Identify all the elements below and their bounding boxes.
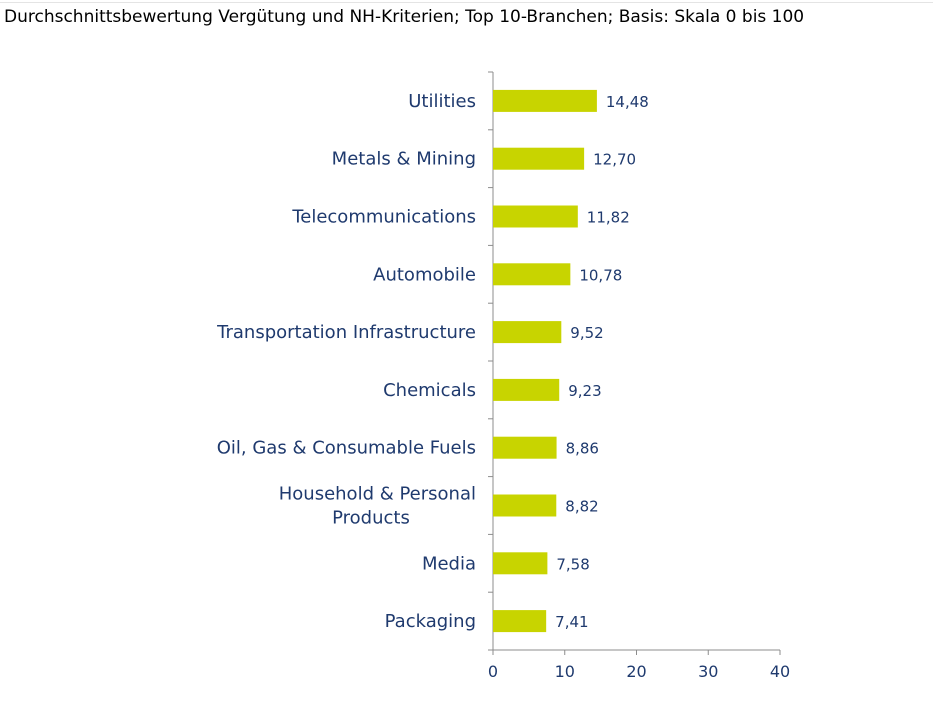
bar (493, 205, 578, 228)
category-label: Products (332, 508, 410, 529)
category-label: Metals & Mining (332, 149, 476, 170)
bar (493, 89, 597, 112)
data-label: 10,78 (579, 266, 622, 284)
bar (493, 436, 557, 459)
data-label: 7,41 (555, 613, 588, 631)
category-label: Transportation Infrastructure (216, 322, 476, 343)
data-label: 7,58 (556, 555, 589, 573)
x-tick-label: 0 (488, 662, 498, 681)
bar (493, 494, 557, 517)
bar (493, 147, 585, 170)
category-label: Household & Personal (279, 484, 476, 505)
x-tick-label: 20 (626, 662, 646, 681)
data-label: 14,48 (606, 93, 649, 111)
data-label: 9,52 (570, 324, 603, 342)
data-label: 8,82 (565, 498, 598, 516)
data-label: 8,86 (566, 440, 599, 458)
top-divider (0, 2, 933, 3)
category-label: Automobile (373, 264, 476, 285)
category-label: Oil, Gas & Consumable Fuels (217, 438, 476, 459)
category-label: Media (422, 553, 476, 574)
category-label: Telecommunications (291, 207, 476, 228)
data-label: 12,70 (593, 151, 636, 169)
x-tick-label: 10 (555, 662, 575, 681)
bar (493, 552, 548, 575)
data-label: 11,82 (587, 209, 630, 227)
category-label: Utilities (408, 91, 476, 112)
category-label: Chemicals (383, 380, 476, 401)
bar (493, 321, 562, 344)
bar (493, 610, 547, 633)
x-tick-label: 30 (698, 662, 718, 681)
category-label: Packaging (385, 611, 476, 632)
x-tick-label: 40 (770, 662, 790, 681)
bar (493, 378, 560, 401)
data-label: 9,23 (568, 382, 601, 400)
chart-title: Durchschnittsbewertung Vergütung und NH-… (4, 7, 805, 27)
bar (493, 263, 571, 286)
